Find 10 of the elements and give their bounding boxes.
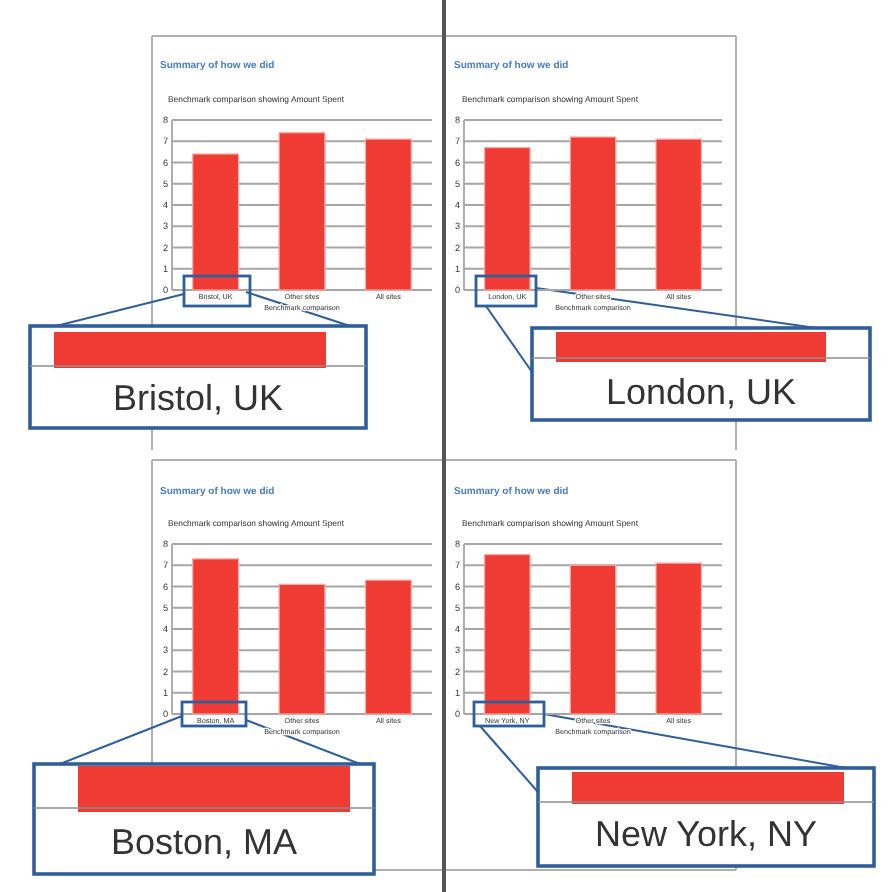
text: Bristol, UK xyxy=(112,378,284,418)
text: Boston, MA xyxy=(110,822,298,862)
bar xyxy=(364,579,412,715)
bar xyxy=(278,583,326,715)
bar xyxy=(364,138,412,291)
bar xyxy=(192,558,240,715)
bar xyxy=(278,132,326,291)
bar xyxy=(192,153,240,291)
text: London, UK xyxy=(605,372,797,412)
text: New York, NY xyxy=(594,814,818,854)
